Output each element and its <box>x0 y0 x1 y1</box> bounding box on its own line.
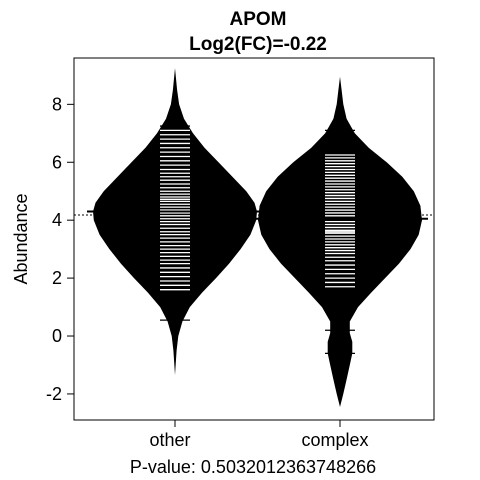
y-tick-label-8: 8 <box>52 94 62 114</box>
y-tick-label-2: 2 <box>52 268 62 288</box>
axes-layer: other complex -2 0 2 4 6 8 <box>46 94 369 450</box>
y-tick-label-0: 0 <box>52 326 62 346</box>
y-axis-label: Abundance <box>11 193 31 284</box>
chart-title: APOM <box>230 9 287 30</box>
x-tick-label-other: other <box>149 430 190 450</box>
y-tick-label-4: 4 <box>52 210 62 230</box>
y-tick-label--2: -2 <box>46 384 62 404</box>
x-tick-label-complex: complex <box>301 430 368 450</box>
y-tick-label-6: 6 <box>52 152 62 172</box>
plot-frame <box>73 57 435 421</box>
chart-subtitle: Log2(FC)=-0.22 <box>189 34 327 55</box>
x-axis-label: P-value: 0.5032012363748266 <box>130 457 376 477</box>
beans-layer <box>74 68 434 408</box>
